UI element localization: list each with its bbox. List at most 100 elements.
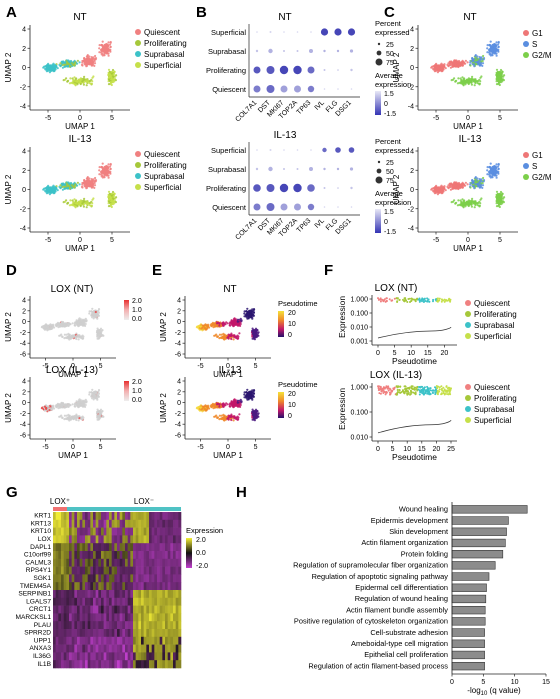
umap-point (476, 204, 479, 207)
umap-point (100, 175, 103, 178)
umap-point (500, 195, 503, 198)
umap-point (40, 326, 44, 329)
umap-point (107, 68, 111, 71)
umap-point (486, 47, 489, 50)
umap-point (98, 166, 101, 169)
dotplot-color-label: 0 (384, 219, 388, 226)
umap-point (497, 41, 500, 44)
umap-point (60, 414, 63, 417)
dotplot-dot (255, 167, 259, 171)
umap-point (253, 331, 256, 335)
umap-point (461, 82, 464, 85)
umap-point (70, 415, 74, 418)
umap-point (488, 53, 491, 56)
legend-label: Quiescent (144, 150, 181, 159)
umap-point (51, 405, 54, 409)
umap-point (461, 204, 464, 207)
umap-point (495, 72, 498, 75)
umap-point (103, 175, 106, 178)
umap-point (112, 195, 115, 198)
umap-point (74, 61, 77, 64)
umap-point (493, 43, 497, 47)
dotplot-color-label: 1.5 (384, 209, 394, 216)
umap-point (489, 162, 492, 165)
umap-point (66, 184, 69, 187)
umap-point (74, 183, 77, 186)
dotplot-dot (322, 147, 327, 153)
dotplot-dot (294, 203, 301, 211)
umap-point (486, 44, 489, 47)
umap-point (113, 200, 116, 203)
umap-point (76, 83, 79, 86)
umap-point (498, 205, 501, 209)
dotplot-dot (266, 66, 275, 74)
umap-point (253, 338, 256, 341)
umap-point (251, 337, 254, 340)
umap-point (69, 185, 72, 188)
umap-point (88, 393, 91, 396)
dotplot-dot (253, 85, 261, 93)
umap-point (107, 41, 110, 44)
umap-point (76, 59, 79, 62)
umap-point (213, 334, 216, 337)
umap-point (86, 81, 89, 84)
umap-point (52, 67, 55, 71)
dotplot-row-label: Quiescent (212, 203, 247, 212)
umap-point (487, 48, 490, 52)
umap-point (63, 185, 67, 188)
dotplot-color-label: 0 (384, 101, 388, 108)
umap-point (110, 205, 113, 209)
umap-point (493, 170, 496, 173)
umap-y-label: UMAP 2 (4, 174, 13, 204)
umap-point (195, 326, 198, 329)
umap-point (75, 334, 78, 337)
umap-point (440, 65, 443, 68)
legend-dot (523, 52, 529, 58)
umap-point (497, 167, 500, 170)
umap-point (473, 65, 476, 68)
umap-point (101, 40, 104, 43)
umap-point (110, 81, 113, 84)
umap-point (60, 333, 63, 336)
umap-y-tick-label: 2 (22, 389, 26, 396)
umap-point (91, 76, 94, 79)
umap-y-tick-label: 4 (22, 379, 26, 386)
umap-point (497, 48, 500, 51)
color-scale-label: 1.0 (132, 388, 142, 395)
umap-point (471, 57, 474, 61)
umap-point (448, 60, 451, 63)
umap-point (100, 44, 103, 47)
umap-point (103, 43, 106, 47)
dotplot-dot (335, 147, 341, 153)
umap-point (497, 45, 500, 48)
umap-point (457, 199, 460, 202)
umap-point (437, 189, 441, 192)
umap-x-tick-label: 0 (466, 115, 470, 122)
umap-point (69, 63, 72, 66)
umap-point (473, 187, 476, 190)
dotplot-dot (296, 31, 299, 33)
umap-point (48, 193, 52, 196)
umap-point (108, 165, 112, 168)
umap-point (454, 62, 457, 65)
umap-y-label: UMAP 2 (159, 312, 168, 342)
umap-point (474, 201, 477, 204)
umap-point (460, 78, 463, 81)
umap-point (110, 192, 113, 195)
umap-y-tick-label: -6 (20, 433, 26, 440)
umap-point (82, 205, 85, 208)
umap-point (236, 334, 239, 337)
umap-point (98, 44, 101, 47)
umap-point (88, 82, 91, 85)
umap-point (497, 50, 500, 53)
umap-point (105, 48, 108, 51)
umap-point (243, 315, 246, 318)
umap-point (72, 78, 75, 81)
umap-point (474, 176, 477, 180)
umap-point (476, 82, 479, 85)
umap-point (85, 84, 88, 87)
dotplot-dot (307, 203, 315, 211)
umap-y-tick-label: 0 (410, 187, 414, 194)
